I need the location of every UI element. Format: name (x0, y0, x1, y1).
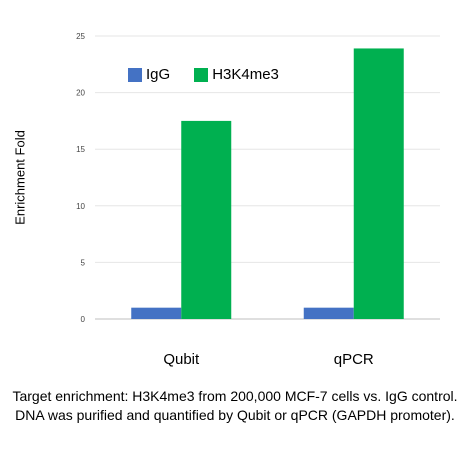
x-tick-label: Qubit (163, 351, 200, 368)
y-tick-label: 5 (81, 258, 86, 267)
y-tick-label: 25 (76, 32, 85, 41)
legend-swatch-h3k4me3 (194, 67, 209, 82)
bar-igg-qubit (131, 307, 182, 319)
legend-item-h3k4me3: H3K4me3 (194, 66, 279, 83)
legend-swatch-igg (128, 67, 142, 82)
bar-h3k4me3-qubit (181, 120, 232, 320)
legend-label-igg: IgG (146, 66, 171, 83)
y-tick-label: 15 (76, 145, 85, 154)
y-tick-label: 10 (76, 202, 85, 211)
figure-caption: Target enrichment: H3K4me3 from 200,000 … (12, 388, 458, 423)
y-axis-label: Enrichment Fold (12, 130, 28, 225)
legend-label-h3k4me3: H3K4me3 (212, 66, 279, 83)
bar-h3k4me3-qpcr (353, 48, 404, 320)
x-tick-label: qPCR (334, 351, 374, 368)
legend-item-igg: IgG (128, 66, 170, 83)
bar-igg-qpcr (303, 307, 354, 319)
legend: IgG H3K4me3 (128, 66, 303, 83)
y-tick-label: 0 (81, 315, 86, 324)
y-tick-label: 20 (76, 89, 85, 98)
bar-chart: 0 5 10 15 20 25 Qubit qPCR (76, 32, 440, 368)
